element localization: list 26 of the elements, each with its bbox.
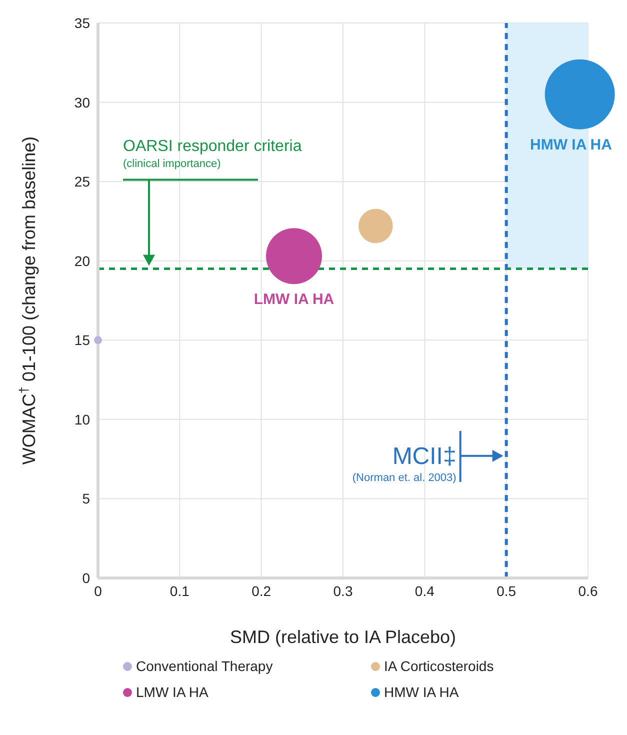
x-tick-label: 0.3 xyxy=(333,582,353,599)
y-tick-label: 15 xyxy=(74,332,90,348)
y-tick-label: 0 xyxy=(82,570,90,586)
legend-label: HMW IA HA xyxy=(384,684,459,700)
annotation: LMW IA HA xyxy=(254,291,334,308)
ref-line-label: MCII‡ xyxy=(392,442,456,470)
y-tick-label: 25 xyxy=(74,174,90,190)
x-axis-title: SMD (relative to IA Placebo) xyxy=(230,627,456,647)
legend-label: IA Corticosteroids xyxy=(384,658,494,674)
x-tick-label: 0.6 xyxy=(578,582,598,599)
annotation: (Norman et. al. 2003) xyxy=(352,472,456,484)
x-tick-label: 0.4 xyxy=(414,582,435,599)
x-tick-label: 0.1 xyxy=(170,582,190,599)
legend-label: Conventional Therapy xyxy=(136,658,273,674)
y-tick-label: 30 xyxy=(74,94,90,110)
x-tick-label: 0 xyxy=(94,582,102,599)
y-tick-label: 5 xyxy=(82,490,90,507)
x-tick-label: 0.2 xyxy=(252,582,272,599)
y-tick-label: 10 xyxy=(74,411,90,428)
annotation: HMW IA HA xyxy=(530,136,612,154)
y-tick-label: 35 xyxy=(74,14,90,31)
legend-label: LMW IA HA xyxy=(136,684,208,700)
annotation: (clinical importance) xyxy=(123,158,221,170)
ref-line-label: OARSI responder criteria xyxy=(123,138,302,155)
y-tick-label: 20 xyxy=(74,252,90,269)
x-tick-label: 0.5 xyxy=(496,582,516,599)
